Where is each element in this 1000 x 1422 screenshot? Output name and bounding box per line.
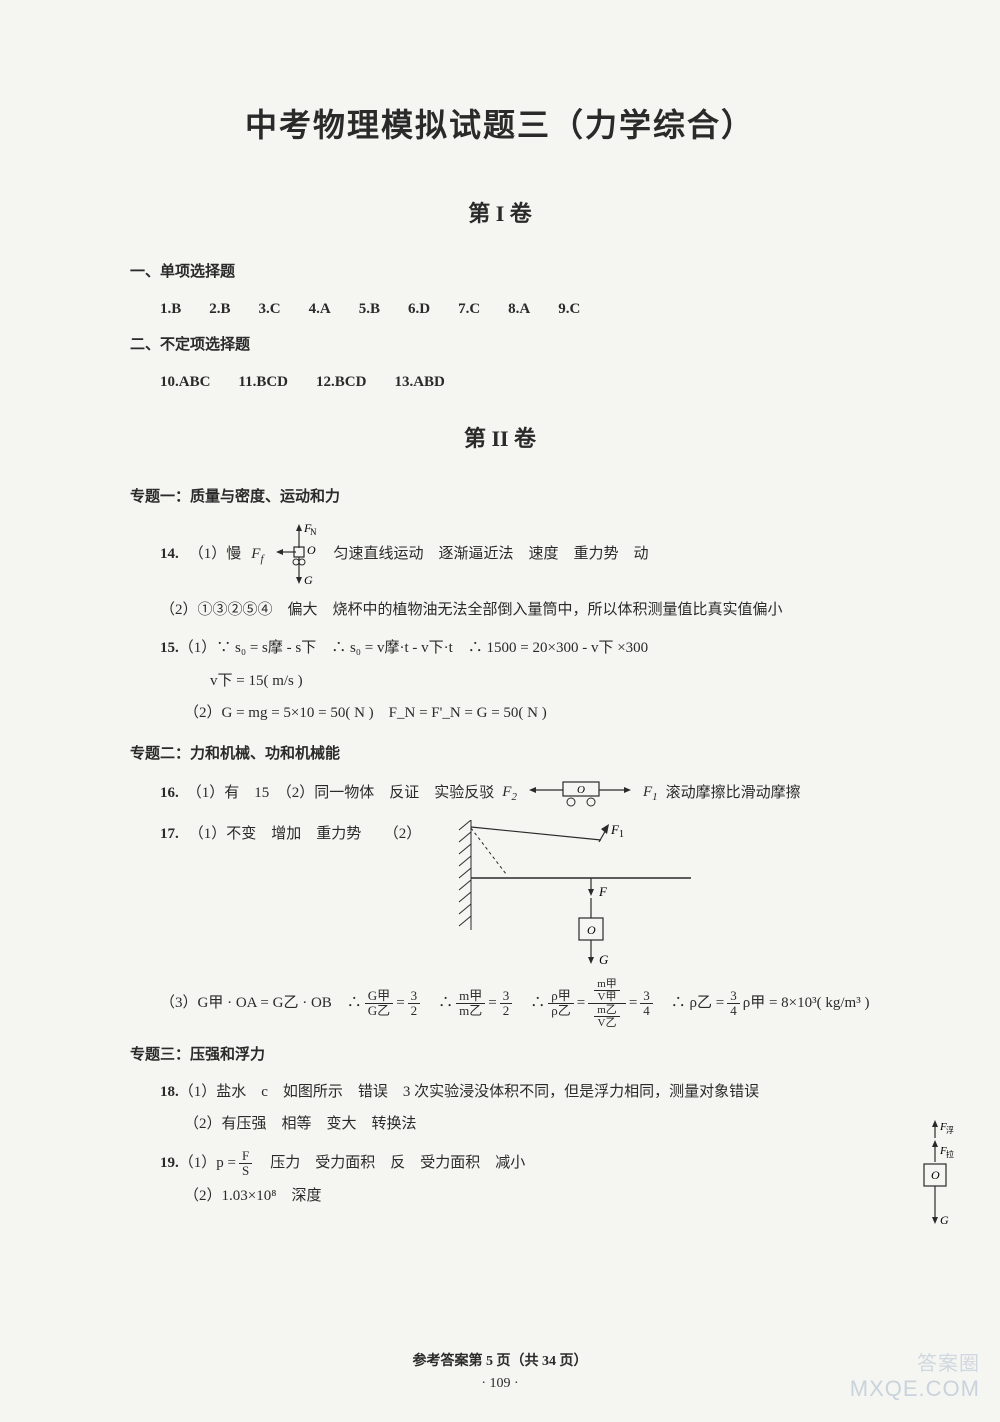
group1-heading: 一、单项选择题	[130, 258, 870, 287]
q18-p2: （2）有压强 相等 变大 转换法	[160, 1110, 870, 1139]
svg-text:O: O	[307, 543, 316, 557]
q15-p1b: v下 = 15( m/s )	[160, 667, 870, 696]
answer-item: 11.BCD	[238, 368, 288, 397]
answer-item: 7.C	[458, 295, 480, 324]
svg-text:F: F	[598, 884, 608, 899]
q18-p1: （1）盐水 c 如图所示 错误 3 次实验浸没体积不同，但是浮力相同，测量对象错…	[179, 1084, 759, 1100]
answer-item: 4.A	[309, 295, 331, 324]
q15-p1: （1）∵ s₀ = s摩 - s下 ∴ s₀ = v摩·t - v下·t ∴ 1…	[179, 640, 648, 656]
answer-item: 3.C	[259, 295, 281, 324]
q15: 15.（1）∵ s₀ = s摩 - s下 ∴ s₀ = v摩·t - v下·t …	[130, 634, 870, 728]
q19-p1-suffix: 压力 受力面积 反 受力面积 减小	[255, 1149, 525, 1178]
q19-p1-prefix: （1）p =	[179, 1149, 236, 1178]
answer-item: 9.C	[558, 295, 580, 324]
footer-line1: 参考答案第 5 页（共 34 页）	[50, 1350, 950, 1370]
q16-text-a: （1）有 15 （2）同一物体 反证 实验反驳	[187, 779, 495, 808]
group2-heading: 二、不定项选择题	[130, 331, 870, 360]
section2-title: 第 II 卷	[50, 421, 950, 453]
svg-text:拉: 拉	[946, 1149, 954, 1159]
q19-p2: （2）1.03×10⁸ 深度	[160, 1182, 870, 1211]
q16-text-b: 滚动摩擦比滑动摩擦	[666, 779, 801, 808]
q15-p2: （2）G = mg = 5×10 = 50( N ) F_N = F'_N = …	[160, 699, 870, 728]
q17-p3: （3）G甲 · OA = G乙 · OB ∴ G甲G乙 = 32 ∴ m甲m乙 …	[160, 978, 870, 1029]
svg-text:O: O	[587, 923, 596, 937]
answer-item: 5.B	[359, 295, 380, 324]
q17-lever-diagram: F1 F O G	[451, 820, 711, 970]
q17-p1: （1）不变 增加 重力势 （2）	[189, 820, 422, 849]
q14-p1-suffix: 匀速直线运动 逐渐逼近法 速度 重力势 动	[334, 540, 649, 569]
answer-item: 6.D	[408, 295, 430, 324]
svg-text:1: 1	[619, 829, 624, 840]
topic2-heading: 专题二：力和机械、功和机械能	[130, 740, 870, 769]
answer-item: 10.ABC	[160, 368, 210, 397]
topic3-side-diagram: F浮 F拉 O G	[910, 1120, 960, 1250]
main-title: 中考物理模拟试题三（力学综合）	[50, 100, 950, 146]
svg-text:G: G	[940, 1213, 949, 1227]
q14-force-diagram: FN O G	[274, 520, 324, 590]
q19: 19. （1）p = FS 压力 受力面积 反 受力面积 减小 （2）1.03×…	[130, 1149, 870, 1211]
svg-text:N: N	[310, 527, 317, 537]
q18: 18.（1）盐水 c 如图所示 错误 3 次实验浸没体积不同，但是浮力相同，测量…	[130, 1078, 870, 1139]
q16-diagram: O	[525, 776, 635, 810]
answer-item: 8.A	[508, 295, 530, 324]
answer-item: 12.BCD	[316, 368, 366, 397]
q14: 14. （1）慢 Ff FN O G 匀速直线运动 逐渐逼近法 速度 重力势 动…	[130, 520, 870, 625]
topic1-heading: 专题一：质量与密度、运动和力	[130, 483, 870, 512]
group1-answers: 1.B 2.B 3.C 4.A 5.B 6.D 7.C 8.A 9.C	[130, 295, 870, 324]
section2-content: 专题一：质量与密度、运动和力 14. （1）慢 Ff FN O G 匀速直线运动…	[50, 483, 950, 1211]
q14-p1-prefix: （1）慢	[189, 540, 242, 569]
section1-content: 一、单项选择题 1.B 2.B 3.C 4.A 5.B 6.D 7.C 8.A 9.C 二、不定…	[50, 258, 950, 396]
svg-text:O: O	[577, 784, 585, 796]
q17: 17. （1）不变 增加 重力势 （2） F1	[130, 820, 870, 1029]
section1-title: 第 I 卷	[50, 196, 950, 228]
watermark: 答案圈 MXQE.COM	[850, 1347, 980, 1402]
answer-item: 1.B	[160, 295, 181, 324]
answer-item: 2.B	[209, 295, 230, 324]
footer-page: · 109 ·	[50, 1376, 950, 1392]
svg-text:O: O	[931, 1168, 940, 1182]
svg-text:G: G	[304, 573, 313, 587]
footer: 参考答案第 5 页（共 34 页） · 109 ·	[50, 1350, 950, 1392]
q16: 16. （1）有 15 （2）同一物体 反证 实验反驳 F2 O F1 滚动摩擦…	[130, 776, 870, 810]
q14-p2: （2）①③②⑤④ 偏大 烧杯中的植物油无法全部倒入量筒中，所以体积测量值比真实值…	[160, 596, 870, 625]
svg-text:G: G	[599, 952, 609, 967]
q14-label: 14.	[160, 540, 179, 569]
topic3-heading: 专题三：压强和浮力	[130, 1041, 870, 1070]
answer-item: 13.ABD	[394, 368, 444, 397]
group2-answers: 10.ABC 11.BCD 12.BCD 13.ABD	[130, 368, 870, 397]
svg-text:浮: 浮	[946, 1125, 954, 1135]
